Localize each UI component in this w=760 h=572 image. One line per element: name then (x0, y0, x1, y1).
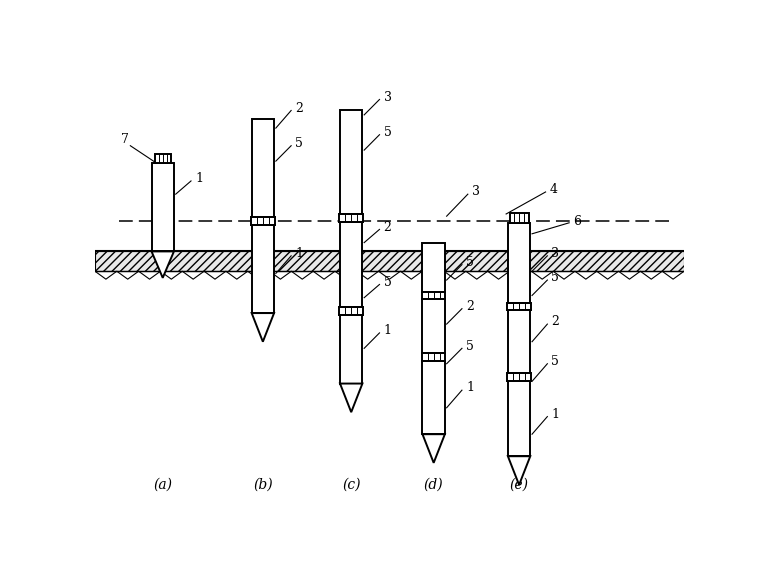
Text: (e): (e) (509, 478, 528, 492)
Bar (508, 373, 530, 381)
Text: 5: 5 (552, 355, 559, 368)
Bar (154, 154, 171, 164)
Bar (340, 315, 363, 384)
Bar (95, 252, 684, 271)
Bar (340, 214, 363, 223)
Text: 3: 3 (384, 91, 391, 104)
Bar (508, 223, 530, 303)
Text: 1: 1 (552, 408, 559, 421)
Text: 5: 5 (552, 271, 559, 284)
Text: 5: 5 (466, 256, 474, 269)
Polygon shape (151, 252, 174, 278)
Polygon shape (423, 434, 445, 463)
Text: 2: 2 (295, 102, 303, 115)
Text: 5: 5 (295, 137, 303, 150)
Text: (b): (b) (253, 478, 273, 492)
Text: 1: 1 (295, 247, 303, 260)
Text: (c): (c) (342, 478, 360, 492)
Bar (423, 243, 445, 292)
Polygon shape (508, 456, 530, 485)
Bar (151, 164, 174, 252)
Text: 1: 1 (384, 324, 391, 337)
Text: (d): (d) (424, 478, 444, 492)
Text: 5: 5 (384, 276, 391, 289)
Text: 2: 2 (466, 300, 474, 313)
Bar (422, 353, 445, 361)
Bar (340, 223, 363, 307)
Text: 1: 1 (195, 172, 203, 185)
Bar (508, 311, 530, 373)
Text: (a): (a) (154, 478, 173, 492)
Text: 4: 4 (549, 183, 558, 196)
Bar (340, 110, 363, 214)
Bar (252, 225, 274, 313)
Text: 5: 5 (466, 340, 474, 352)
Text: 7: 7 (121, 133, 128, 146)
Bar (340, 307, 363, 315)
Text: 2: 2 (384, 221, 391, 234)
Bar (508, 381, 530, 456)
Text: 3: 3 (472, 185, 480, 198)
Polygon shape (252, 313, 274, 341)
Text: 1: 1 (466, 382, 474, 395)
Bar (422, 292, 445, 299)
Text: 3: 3 (552, 247, 559, 260)
Bar (508, 303, 530, 311)
Bar (423, 361, 445, 434)
Bar (252, 120, 274, 217)
Text: 2: 2 (552, 315, 559, 328)
Text: 5: 5 (384, 126, 391, 139)
Bar (251, 217, 274, 225)
Bar (509, 213, 529, 223)
Bar (423, 299, 445, 353)
Text: 6: 6 (573, 215, 581, 228)
Polygon shape (340, 384, 363, 412)
